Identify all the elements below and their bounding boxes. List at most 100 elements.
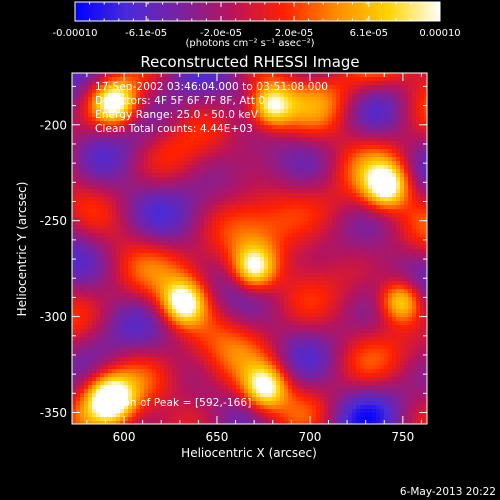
- heatmap-cell: [232, 229, 237, 234]
- heatmap-cell: [388, 161, 393, 166]
- heatmap-cell: [200, 173, 205, 178]
- heatmap-cell: [160, 241, 165, 246]
- heatmap-cell: [380, 189, 385, 194]
- heatmap-cell: [200, 193, 205, 198]
- heatmap-cell: [72, 281, 77, 286]
- heatmap-cell: [72, 157, 77, 162]
- heatmap-cell: [148, 73, 153, 78]
- heatmap-cell: [272, 273, 277, 278]
- heatmap-cell: [348, 265, 353, 270]
- heatmap-cell: [296, 137, 301, 142]
- heatmap-cell: [192, 245, 197, 250]
- heatmap-cell: [80, 141, 85, 146]
- heatmap-cell: [216, 233, 221, 238]
- heatmap-cell: [132, 253, 137, 258]
- heatmap-cell: [188, 253, 193, 258]
- heatmap-cell: [96, 197, 101, 202]
- heatmap-cell: [248, 209, 253, 214]
- heatmap-cell: [328, 73, 333, 78]
- heatmap-cell: [268, 213, 273, 218]
- heatmap-cell: [328, 169, 333, 174]
- heatmap-cell: [416, 265, 421, 270]
- heatmap-cell: [204, 289, 209, 294]
- heatmap-cell: [400, 129, 405, 134]
- heatmap-cell: [88, 109, 93, 114]
- heatmap-cell: [424, 109, 427, 114]
- heatmap-cell: [256, 129, 261, 134]
- heatmap-cell: [168, 229, 173, 234]
- heatmap-cell: [140, 89, 145, 94]
- heatmap-cell: [140, 269, 145, 274]
- heatmap-cell: [224, 197, 229, 202]
- heatmap-cell: [420, 149, 425, 154]
- heatmap-cell: [160, 93, 165, 98]
- heatmap-cell: [72, 113, 77, 118]
- heatmap-cell: [416, 229, 421, 234]
- heatmap-cell: [196, 85, 201, 90]
- heatmap-cell: [216, 129, 221, 134]
- heatmap-cell: [180, 77, 185, 82]
- heatmap-cell: [300, 237, 305, 242]
- heatmap-cell: [380, 261, 385, 266]
- heatmap-cell: [244, 129, 249, 134]
- heatmap-cell: [160, 293, 165, 298]
- heatmap-cell: [192, 201, 197, 206]
- heatmap-cell: [188, 181, 193, 186]
- heatmap-cell: [316, 225, 321, 230]
- heatmap-cell: [328, 109, 333, 114]
- heatmap-cell: [140, 121, 145, 126]
- heatmap-cell: [344, 281, 349, 286]
- heatmap-cell: [356, 161, 361, 166]
- heatmap-cell: [124, 233, 129, 238]
- heatmap-cell: [352, 261, 357, 266]
- heatmap-cell: [164, 269, 169, 274]
- heatmap-cell: [272, 245, 277, 250]
- heatmap-cell: [188, 185, 193, 190]
- heatmap-cell: [308, 133, 313, 138]
- heatmap-cell: [308, 237, 313, 242]
- heatmap-cell: [340, 185, 345, 190]
- heatmap-cell: [228, 197, 233, 202]
- heatmap-cell: [404, 157, 409, 162]
- heatmap-cell: [240, 177, 245, 182]
- heatmap-cell: [268, 161, 273, 166]
- heatmap-cell: [240, 269, 245, 274]
- heatmap-cell: [392, 85, 397, 90]
- heatmap-cell: [132, 213, 137, 218]
- heatmap-cell: [208, 261, 213, 266]
- heatmap-cell: [324, 257, 329, 262]
- heatmap-cell: [192, 125, 197, 130]
- heatmap-cell: [360, 261, 365, 266]
- heatmap-cell: [100, 101, 105, 106]
- heatmap-cell: [112, 217, 117, 222]
- heatmap-cell: [100, 277, 105, 282]
- heatmap-cell: [260, 109, 265, 114]
- heatmap-cell: [396, 165, 401, 170]
- heatmap-cell: [332, 97, 337, 102]
- heatmap-cell: [296, 249, 301, 254]
- heatmap-cell: [300, 193, 305, 198]
- heatmap-cell: [156, 237, 161, 242]
- heatmap-cell: [224, 109, 229, 114]
- heatmap-cell: [308, 277, 313, 282]
- heatmap-cell: [224, 193, 229, 198]
- heatmap-cell: [292, 77, 297, 82]
- heatmap-cell: [192, 173, 197, 178]
- heatmap-cell: [80, 89, 85, 94]
- heatmap-cell: [328, 149, 333, 154]
- heatmap-cell: [176, 149, 181, 154]
- heatmap-cell: [80, 117, 85, 122]
- heatmap-cell: [120, 221, 125, 226]
- heatmap-cell: [88, 165, 93, 170]
- heatmap-cell: [236, 213, 241, 218]
- heatmap-cell: [200, 257, 205, 262]
- heatmap-cell: [396, 281, 401, 286]
- heatmap-cell: [336, 193, 341, 198]
- heatmap-cell: [120, 161, 125, 166]
- heatmap-cell: [372, 169, 377, 174]
- heatmap-cell: [364, 209, 369, 214]
- heatmap-cell: [140, 153, 145, 158]
- heatmap-cell: [344, 249, 349, 254]
- heatmap-cell: [76, 281, 81, 286]
- heatmap-cell: [132, 205, 137, 210]
